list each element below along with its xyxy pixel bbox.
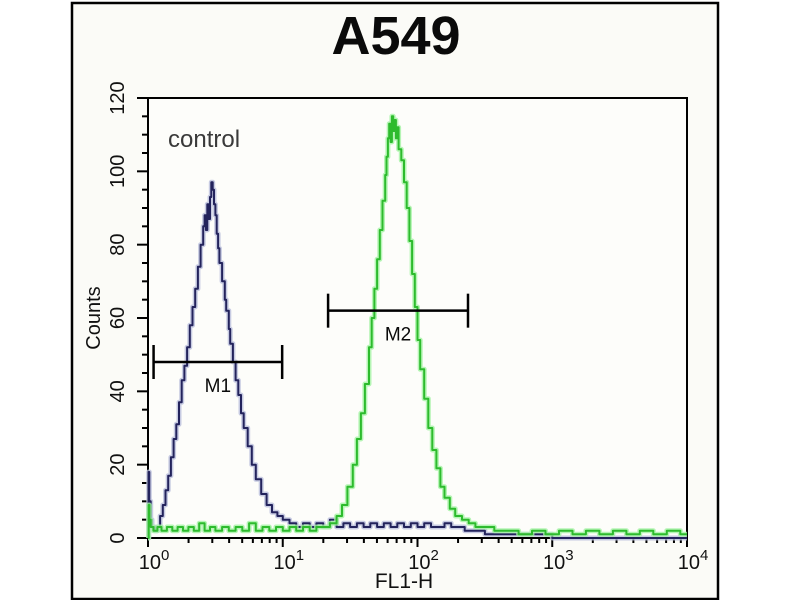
x-tick-label: 101 xyxy=(273,547,304,574)
stained-green-curve xyxy=(147,115,687,539)
y-tick-label: 40 xyxy=(107,380,129,402)
m2-marker-label: M2 xyxy=(385,325,411,346)
x-tick-label: 100 xyxy=(139,547,170,574)
y-tick-label: 80 xyxy=(107,234,129,256)
x-tick-label: 103 xyxy=(543,547,574,574)
y-tick-label: 20 xyxy=(107,454,129,476)
y-tick-label: 100 xyxy=(107,155,129,188)
m1-marker-label: M1 xyxy=(205,376,231,397)
x-axis-label: FL1-H xyxy=(375,570,433,593)
control-navy-curve xyxy=(147,181,687,539)
control-annotation: control xyxy=(168,126,240,153)
y-tick-label: 0 xyxy=(107,532,129,543)
chart-title: A549 xyxy=(331,6,460,66)
x-tick-label: 104 xyxy=(678,547,709,574)
y-tick-label: 120 xyxy=(107,81,129,114)
y-tick-label: 60 xyxy=(107,307,129,329)
plot-layers: 0 20 40 60 80 100 120 100 101 102 103 104 M1 M2 xyxy=(107,81,708,574)
x-tick-label: 102 xyxy=(408,547,439,574)
y-axis-label: Counts xyxy=(83,286,105,349)
